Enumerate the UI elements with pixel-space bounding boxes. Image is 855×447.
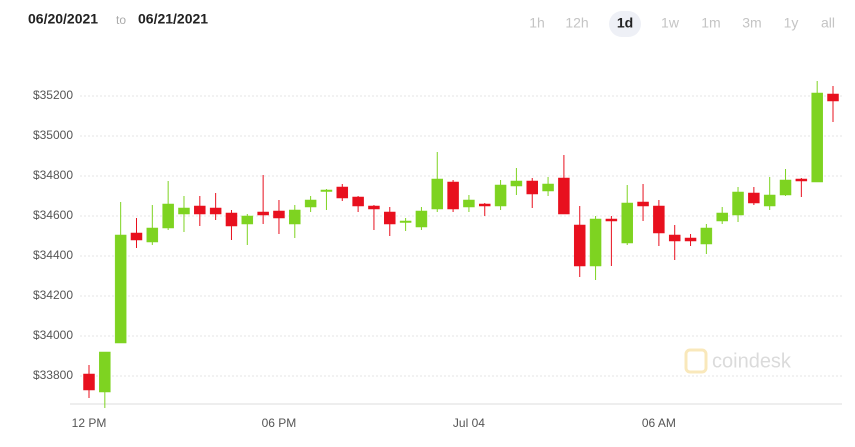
candle-body (225, 212, 238, 227)
candle-body (748, 192, 760, 204)
candle-body (209, 207, 222, 215)
candle-body (621, 202, 633, 244)
range-button[interactable]: 3m (742, 15, 761, 31)
watermark-text: coindesk (712, 350, 792, 372)
candle-body (114, 234, 127, 344)
y-tick-label: $35000 (33, 128, 73, 142)
candle-body (795, 178, 808, 182)
candle-body (589, 218, 602, 267)
range-button[interactable]: 1d (617, 15, 633, 31)
candle-body (668, 234, 681, 242)
candle-body (542, 183, 554, 192)
x-tick-label: 12 PM (72, 416, 107, 430)
candle-body (637, 201, 649, 207)
candle-body (811, 92, 823, 183)
x-tick-label: 06 PM (262, 416, 297, 430)
range-button[interactable]: 12h (565, 15, 588, 31)
candle-body (415, 210, 428, 228)
candle-body (431, 178, 444, 210)
candle-body (399, 220, 412, 223)
candle-body (526, 180, 538, 195)
candle-body (146, 227, 159, 243)
candle-body (479, 203, 491, 207)
candle-body (241, 215, 254, 225)
candle-body (336, 186, 349, 199)
y-tick-label: $34400 (33, 248, 73, 262)
candle-body (463, 199, 475, 208)
x-tick-label: Jul 04 (453, 416, 485, 430)
candle-body (573, 224, 586, 267)
candle-body (653, 205, 665, 234)
candle-body (700, 227, 713, 245)
range-selected-bg (609, 11, 641, 37)
range-button[interactable]: all (821, 15, 835, 31)
candle-body (352, 196, 364, 207)
candle-body (732, 191, 744, 216)
candle-body (447, 181, 459, 210)
candle-body (162, 203, 174, 229)
range-button[interactable]: 1w (661, 15, 680, 31)
candle-body (716, 212, 728, 222)
y-tick-label: $34000 (33, 328, 73, 342)
range-button[interactable]: 1y (784, 15, 799, 31)
candle-body (510, 180, 523, 187)
candle-body (320, 189, 333, 192)
candle-body (827, 93, 839, 102)
candle-body (178, 207, 190, 215)
candle-body (763, 194, 776, 207)
watermark-logo (684, 348, 708, 374)
candle-body (605, 218, 618, 222)
y-tick-label: $35200 (33, 88, 73, 102)
candle-body (99, 351, 111, 393)
range-button[interactable]: 1m (701, 15, 720, 31)
y-tick-label: $34200 (33, 288, 73, 302)
y-tick-label: $34800 (33, 168, 73, 182)
candle-body (494, 184, 507, 207)
range-button[interactable]: 1h (529, 15, 545, 31)
x-tick-label: 06 AM (642, 416, 676, 430)
candle-body (257, 211, 269, 216)
candle-body (384, 211, 396, 225)
date-to[interactable]: 06/21/2021 (138, 11, 208, 27)
candle-body (684, 237, 697, 242)
y-tick-label: $34600 (33, 208, 73, 222)
candle-body (273, 210, 285, 219)
candle-body (368, 205, 380, 210)
candle-body (779, 179, 792, 196)
candle-body (83, 373, 95, 391)
candle-body (304, 199, 317, 208)
y-tick-label: $33800 (33, 368, 73, 382)
date-from[interactable]: 06/20/2021 (28, 11, 98, 27)
date-sep: to (116, 13, 126, 27)
candle-body (289, 209, 301, 225)
candle-body (130, 232, 143, 241)
candle-body (194, 205, 206, 215)
watermark: coindesk (684, 348, 792, 374)
candle-body (558, 177, 570, 215)
